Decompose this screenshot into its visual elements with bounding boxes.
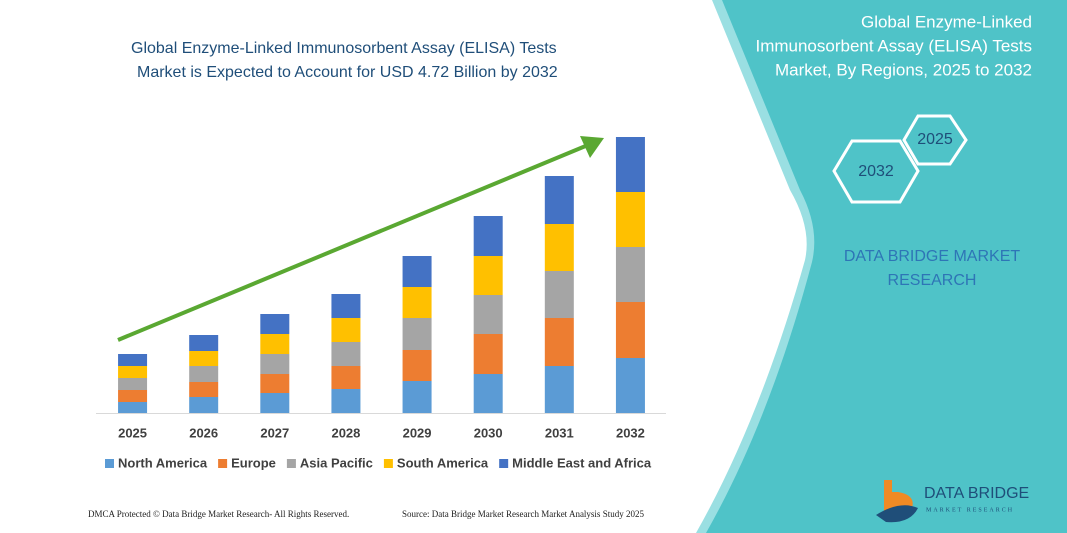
bar-segment [189,382,219,397]
hex-label: 2025 [917,131,953,148]
bar-segment [118,354,148,366]
bar-segment [331,389,361,413]
trend-arrow [117,143,589,342]
bar-segment [331,366,361,389]
panel-title: Global Enzyme-Linked [861,12,1032,31]
bar-segment [331,318,361,342]
bar-segment [615,302,645,358]
x-tick-label: 2027 [260,425,289,440]
bar-segment [118,378,148,390]
bar-segment [118,402,148,413]
hexagon [832,139,920,204]
bar-segment [544,224,574,271]
bar-segment [189,351,219,366]
bar-segment [189,335,219,351]
legend-swatch [499,459,509,468]
x-tick-label: 2026 [189,425,218,440]
x-tick-label: 2025 [118,425,147,440]
logo: DATA BRIDGE MARKET RESEARCH [876,480,1029,523]
x-tick-label: 2029 [403,425,432,440]
footer-left: DMCA Protected © Data Bridge Market Rese… [88,509,349,519]
brand-text: RESEARCH [888,272,977,289]
bar-segment [473,374,503,413]
bar-segment [544,176,574,224]
footer-right: Source: Data Bridge Market Research Mark… [402,509,644,519]
bar-segment [615,358,645,413]
bar-segment [331,294,361,318]
panel-title: Market, By Regions, 2025 to 2032 [775,60,1032,79]
bar-segment [473,256,503,295]
bar-segment [473,295,503,334]
legend-swatch [383,459,393,468]
x-tick-label: 2031 [545,425,574,440]
panel [706,0,1067,533]
x-tick-label: 2028 [331,425,360,440]
bar-segment [615,192,645,247]
bar-segment [402,287,432,318]
bar-segment [331,342,361,366]
x-tick-label: 2030 [474,425,503,440]
bar-segment [402,256,432,287]
bar-segment [189,397,219,413]
bar-segment [544,271,574,318]
bar-segment [544,318,574,366]
bar-segment [473,334,503,374]
bar-segment [260,314,290,334]
legend-label: Europe [231,455,276,470]
legend-label: Asia Pacific [300,455,373,470]
panel-title: Immunosorbent Assay (ELISA) Tests [755,36,1032,55]
bar-segment [118,366,148,378]
x-tick-label: 2032 [616,425,645,440]
brand-text: DATA BRIDGE MARKET [844,248,1021,265]
logo-tagline: MARKET RESEARCH [926,507,1014,513]
bar-segment [402,381,432,413]
legend-label: South America [397,455,489,470]
bar-segment [473,216,503,256]
chart-title: Market is Expected to Account for USD 4.… [137,64,558,81]
bar-segment [260,393,290,413]
legend-label: Middle East and Africa [512,455,652,470]
bar-segment [260,354,290,374]
chart-title: Global Enzyme-Linked Immunosorbent Assay… [131,40,557,57]
trend-arrowhead [580,136,604,158]
bar-segment [402,318,432,350]
hex-label: 2032 [858,163,894,180]
legend-swatch [286,459,296,468]
logo-mark [876,505,918,523]
bar-segment [189,366,219,382]
bar-segment [544,366,574,413]
hexagon [902,114,968,166]
legend-label: North America [118,455,208,470]
legend-swatch [218,459,228,468]
bar-segment [615,137,645,192]
logo-name: DATA BRIDGE [924,485,1029,502]
bar-segment [615,247,645,302]
bar-segment [260,334,290,354]
bar-segment [118,390,148,402]
bar-segment [260,374,290,393]
bar-segment [402,350,432,381]
legend-swatch [105,459,114,468]
